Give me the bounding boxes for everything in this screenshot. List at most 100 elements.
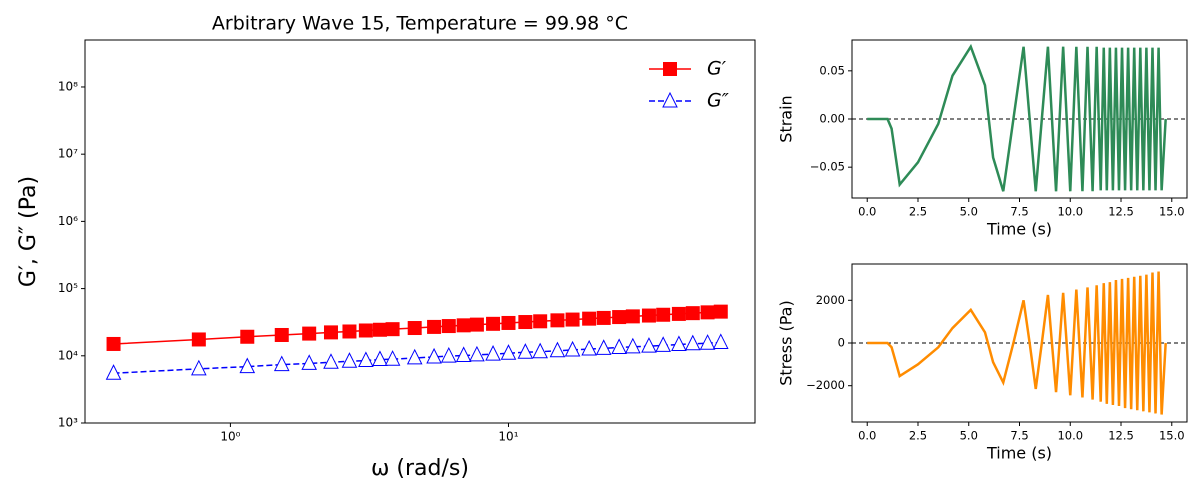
x-tick-label: 10.0 [1057,205,1083,219]
marker-square [713,304,728,319]
marker-square [302,326,317,341]
x-tick-label: 7.5 [1010,205,1028,219]
y-tick-label: 0.00 [819,112,845,126]
series-line [867,43,1167,192]
marker-square [656,307,671,322]
y-tick-label: 10⁸ [58,79,78,93]
x-tick-label: 0.0 [858,205,876,219]
y-tick-label: −0.05 [810,160,845,174]
marker-triangle [625,337,641,354]
marker-square [565,312,580,327]
marker-square [274,327,289,342]
marker-square [663,62,677,76]
marker-square [518,315,533,330]
marker-square [441,319,456,334]
marker-square [700,305,715,320]
marker-triangle [699,334,716,350]
marker-triangle [440,346,457,363]
marker-triangle [500,344,517,360]
marker-square [240,329,255,344]
y-tick-label: 0 [838,336,845,350]
marker-square [407,321,422,336]
marker-square [486,316,501,331]
marker-square [582,311,597,326]
legend-label: G′ [707,58,727,80]
y-axis-label: G′, G″ (Pa) [16,176,41,287]
marker-triangle [273,355,290,372]
marker-triangle [426,347,442,364]
x-tick-label: 0.0 [858,429,876,443]
x-tick-label: 10.0 [1057,429,1083,443]
x-axis-label: ω (rad/s) [371,456,469,481]
marker-triangle [532,342,548,359]
marker-triangle [372,350,388,367]
marker-triangle [595,339,612,355]
x-tick-label: 12.5 [1108,205,1134,219]
marker-triangle [485,344,501,361]
marker-triangle [655,336,671,352]
marker-square [342,324,357,339]
x-tick-label: 5.0 [960,205,978,219]
marker-square [106,336,121,351]
axes-frame [84,39,756,424]
chart-title: Arbitrary Wave 15, Temperature = 99.98 °… [212,13,628,35]
x-tick-label: 2.5 [909,205,927,219]
y-tick-label: 10⁴ [58,348,78,362]
marker-triangle [469,345,485,362]
marker-square [550,313,565,328]
plot-area [85,40,755,423]
legend-label: G″ [707,90,729,112]
marker-square [625,309,640,324]
x-tick-label: 10¹ [498,430,518,444]
x-tick-label: 15.0 [1159,205,1185,219]
marker-square [323,325,338,340]
marker-triangle [564,340,581,357]
y-tick-label: 10³ [58,416,78,430]
marker-square [372,322,387,337]
marker-square [191,332,206,347]
marker-square [456,318,471,333]
marker-triangle [455,346,472,363]
y-axis-label: Strain [777,95,796,142]
marker-triangle [641,337,657,353]
marker-triangle [239,357,256,374]
x-tick-label: 10⁰ [220,430,240,444]
x-axis-label: Time (s) [986,444,1052,463]
x-tick-label: 15.0 [1159,429,1185,443]
marker-square [358,323,373,338]
x-tick-label: 5.0 [960,429,978,443]
marker-square [427,319,442,334]
marker-triangle [323,353,339,369]
x-tick-label: 12.5 [1108,429,1134,443]
marker-triangle [517,343,534,359]
marker-square [596,310,611,325]
x-tick-label: 2.5 [909,429,927,443]
marker-square [501,315,516,330]
marker-triangle [549,341,566,358]
y-tick-label: 10⁵ [58,281,78,295]
marker-triangle [105,364,122,380]
y-tick-label: 10⁶ [58,214,78,228]
marker-triangle [684,334,701,351]
marker-square [612,310,627,325]
marker-square [469,317,484,332]
marker-square [385,322,400,337]
marker-triangle [671,335,687,352]
axes-frame [851,39,1188,199]
marker-triangle [611,338,627,354]
marker-square [671,306,686,321]
marker-triangle [406,348,423,365]
y-tick-label: 2000 [816,293,845,307]
marker-triangle [358,351,374,368]
marker-triangle [341,352,358,368]
marker-triangle [581,339,597,356]
x-axis-label: Time (s) [986,220,1052,239]
y-tick-label: 10⁷ [58,147,78,161]
marker-square [533,314,548,329]
y-axis-label: Stress (Pa) [777,300,796,385]
marker-square [641,308,656,323]
y-tick-label: −2000 [806,378,845,392]
marker-triangle [384,350,401,366]
marker-triangle [301,354,317,370]
